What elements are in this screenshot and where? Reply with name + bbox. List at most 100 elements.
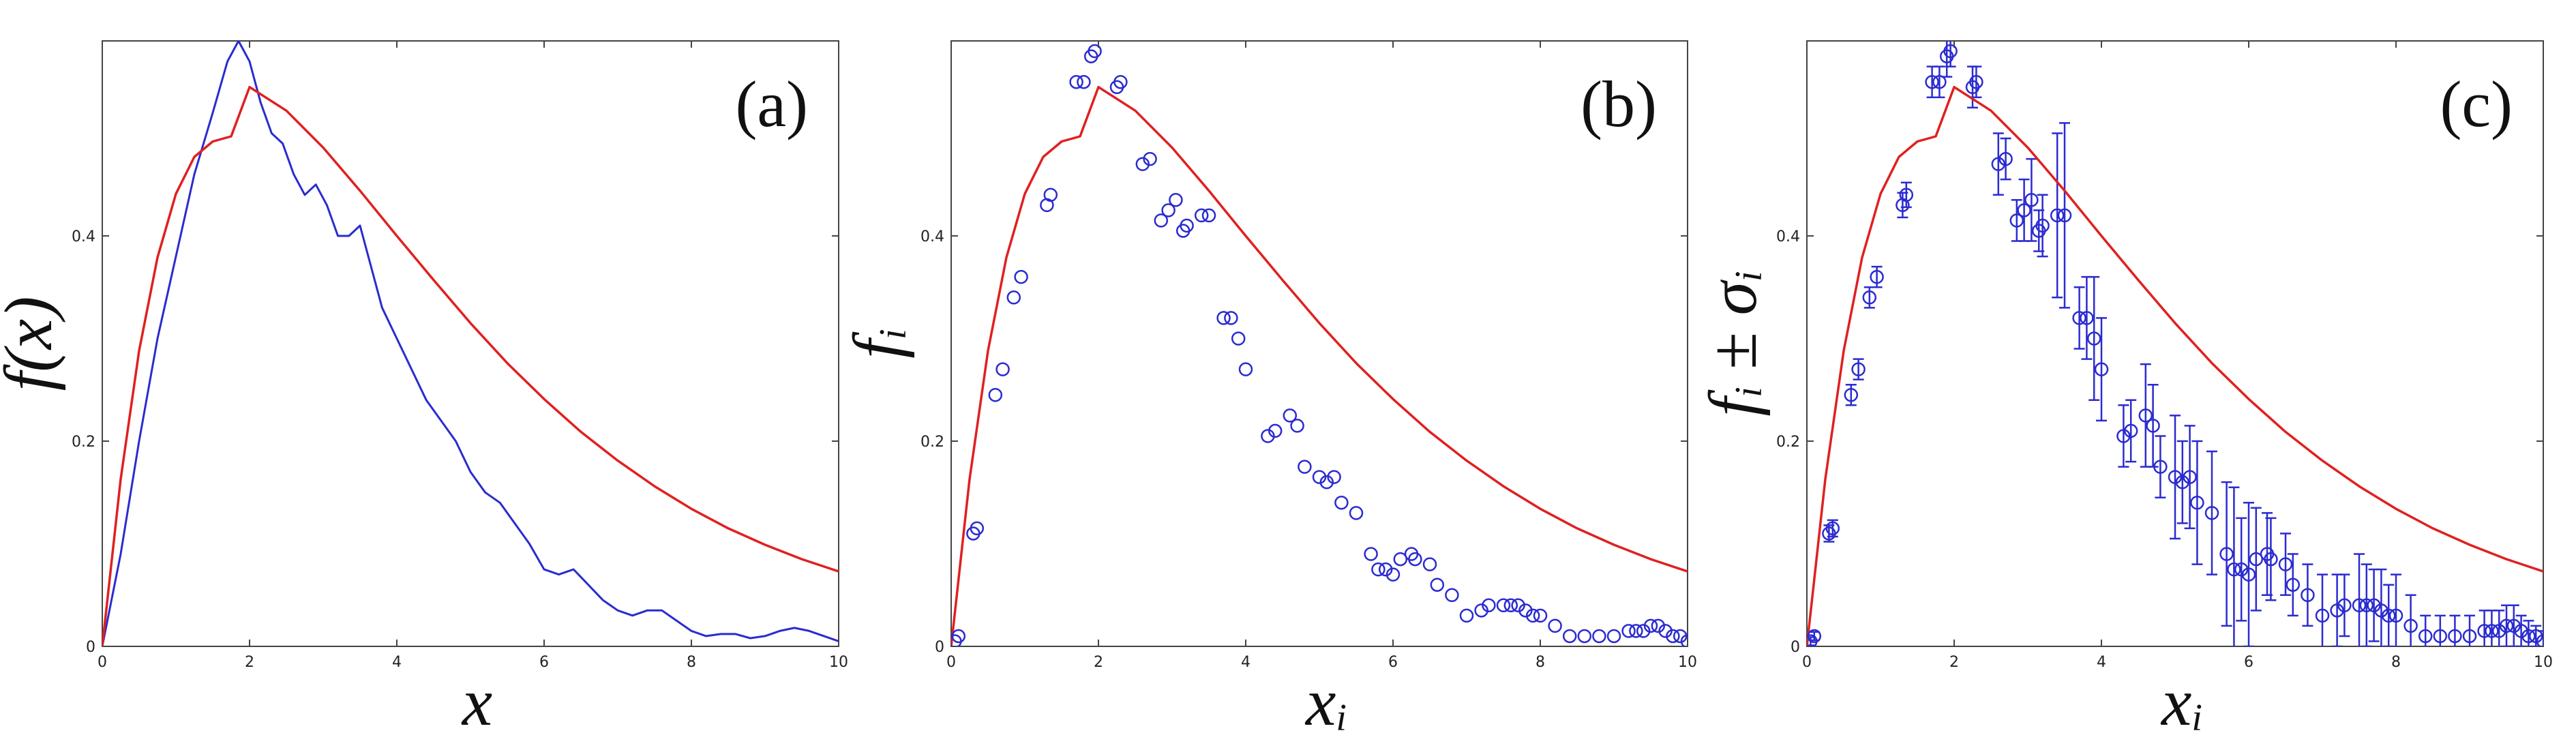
data-point — [1503, 598, 1518, 613]
data-point — [1201, 208, 1216, 223]
data-point — [2249, 552, 2264, 567]
data-point — [2462, 629, 2477, 644]
data-point — [2094, 362, 2109, 376]
y-tick-label: 0.2 — [920, 434, 944, 451]
data-point — [2388, 608, 2403, 623]
data-point — [2315, 608, 2330, 623]
panel-a: 0 2 4 6 8 10 0 0.2 0.4 (a) x f(x) — [0, 40, 848, 735]
data-point — [988, 388, 1003, 402]
data-point — [951, 629, 966, 644]
x-tick-label: 2 — [1949, 654, 1959, 671]
x-tick-label: 10 — [1678, 654, 1697, 671]
data-point — [1290, 419, 1304, 433]
plot-frame — [950, 40, 1688, 647]
data-point — [2080, 311, 2094, 325]
data-point — [1364, 547, 1378, 561]
panel-label: (b) — [1581, 68, 1657, 140]
data-point — [1319, 475, 1334, 490]
data-point — [2359, 598, 2374, 613]
data-point — [2491, 624, 2506, 638]
x-tick-label: 6 — [2244, 654, 2253, 671]
data-point — [1113, 74, 1128, 89]
x-tick-label: 4 — [1241, 654, 1250, 671]
x-tick-label: 0 — [1802, 654, 1812, 671]
data-point — [1445, 588, 1459, 602]
data-point — [1496, 598, 1511, 613]
x-tick-label: 4 — [392, 654, 402, 671]
data-point — [2123, 423, 2138, 438]
data-point — [2330, 603, 2344, 618]
data-point — [2024, 193, 2039, 207]
data-point — [2418, 629, 2433, 644]
data-point — [1658, 624, 1673, 638]
y-tick-label: 0 — [935, 639, 944, 656]
data-point — [2403, 618, 2418, 633]
oscillating-series-line — [102, 41, 839, 646]
data-point — [1482, 598, 1496, 613]
y-tick-label: 0.4 — [72, 228, 95, 245]
plot-frame — [102, 40, 839, 647]
panel-label: (a) — [735, 68, 808, 140]
data-point — [1825, 521, 1840, 536]
data-point — [2485, 624, 2499, 638]
data-point — [2536, 634, 2543, 646]
data-point — [1312, 470, 1327, 484]
plot-frame — [1806, 40, 2544, 647]
x-tick-label: 2 — [245, 654, 254, 671]
data-point — [1069, 74, 1083, 89]
panel-label: (c) — [2440, 68, 2513, 140]
data-point — [1969, 74, 1983, 89]
data-point — [1334, 496, 1349, 510]
x-tick-label: 8 — [687, 654, 696, 671]
data-point — [1014, 269, 1028, 284]
data-point — [1636, 624, 1651, 638]
data-point — [1548, 618, 1562, 633]
data-point — [1577, 629, 1592, 644]
data-point — [2367, 598, 2381, 613]
data-point — [1261, 429, 1275, 443]
data-point — [1673, 629, 1688, 644]
data-point — [1043, 188, 1058, 202]
data-point — [2337, 598, 2352, 613]
y-tick-label: 0.4 — [920, 228, 944, 245]
data-point — [1621, 624, 1636, 638]
data-point — [1238, 362, 1253, 376]
data-point — [2190, 496, 2204, 510]
data-point — [2234, 562, 2249, 577]
panel-b: 0 2 4 6 8 10 0 0.2 0.4 (b) xi fi — [839, 40, 1697, 735]
fit-curve-line — [951, 85, 1688, 646]
data-point — [2301, 588, 2315, 602]
data-point — [2433, 629, 2448, 644]
plot-area — [1807, 41, 2543, 646]
x-tick-label: 8 — [2391, 654, 2401, 671]
data-point — [1807, 629, 1822, 644]
data-point — [1932, 74, 1947, 89]
data-point — [1629, 624, 1643, 638]
data-point — [1408, 552, 1422, 567]
x-tick-label: 10 — [2534, 654, 2553, 671]
x-tick-label: 0 — [946, 654, 956, 671]
data-point — [2264, 552, 2278, 567]
y-axis-label: fi ± σi — [1695, 271, 1771, 416]
data-point — [1525, 608, 1540, 623]
data-point — [2153, 460, 2168, 474]
data-point — [1161, 203, 1175, 217]
data-point — [1231, 331, 1246, 346]
fit-curve-line — [102, 85, 839, 646]
data-point — [1327, 470, 1341, 484]
data-point — [2175, 475, 2190, 490]
data-point — [2183, 470, 2197, 484]
data-point — [1378, 562, 1393, 577]
x-tick-label: 6 — [1388, 654, 1398, 671]
data-point — [1169, 193, 1183, 207]
data-point — [1862, 290, 1877, 305]
data-point — [1592, 629, 1606, 644]
data-point — [1135, 157, 1150, 171]
data-point — [1393, 552, 1408, 567]
data-point — [1298, 460, 1312, 474]
data-point — [1870, 269, 1884, 284]
data-point — [2528, 629, 2543, 644]
fit-curve-line — [1807, 85, 2543, 646]
data-point — [1991, 157, 2006, 171]
y-tick-label: 0 — [1791, 639, 1800, 656]
